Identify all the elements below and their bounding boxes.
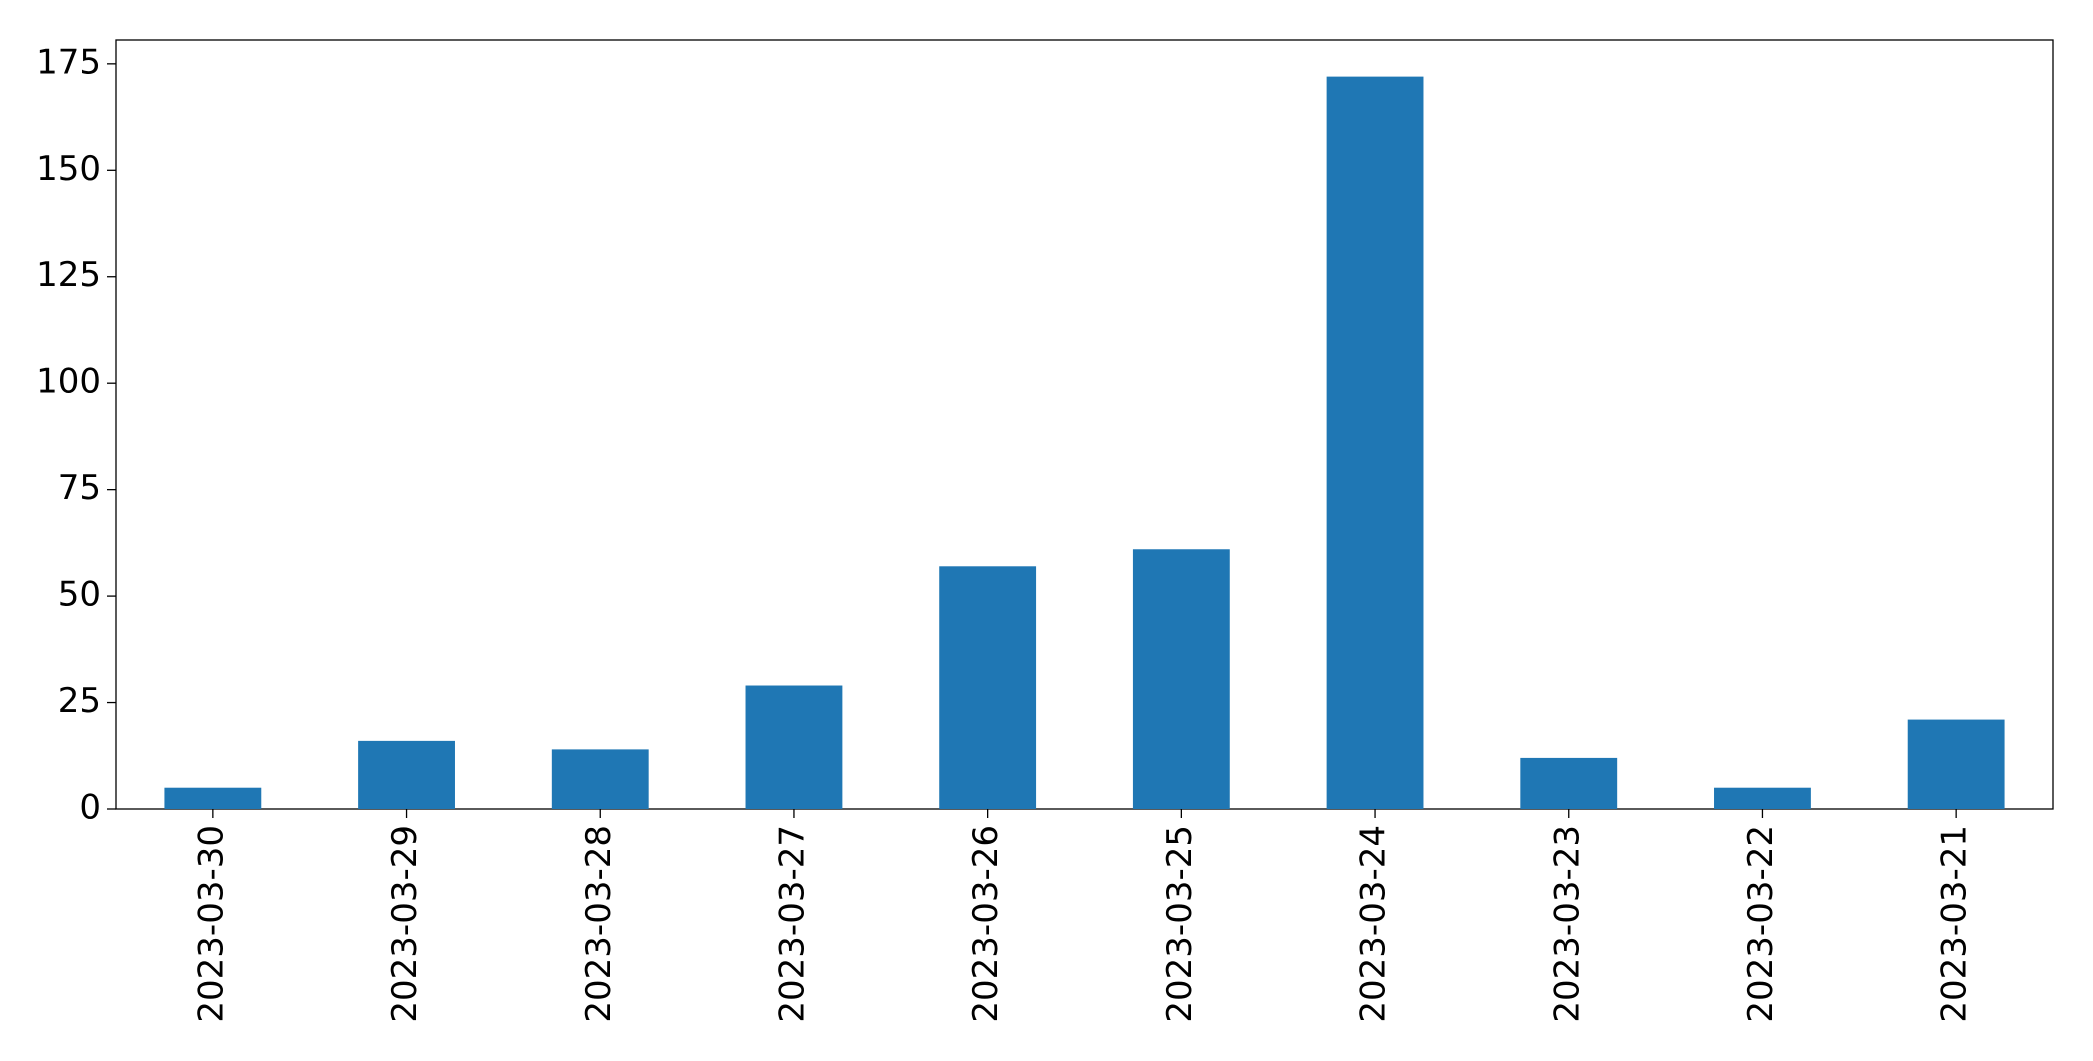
y-tick-label: 75 [58,468,101,508]
x-tick-label: 2023-03-25 [1160,825,1200,1023]
x-tick-label: 2023-03-29 [385,825,425,1023]
bar [1520,757,1618,809]
x-tick-label: 2023-03-22 [1741,825,1781,1023]
bar [1132,549,1230,809]
plot-frame [115,39,2054,810]
bar [1326,76,1424,810]
y-tick-label: 25 [58,681,101,721]
bar [1907,719,2005,809]
x-tick-label: 2023-03-26 [966,825,1006,1023]
y-tick-label: 50 [58,575,101,615]
y-tick-label: 100 [36,362,101,402]
x-tick-label: 2023-03-28 [579,825,619,1023]
bar [358,740,455,809]
y-tick-label: 0 [79,788,101,828]
x-tick-label: 2023-03-24 [1354,825,1394,1023]
x-tick-label: 2023-03-30 [191,825,231,1023]
x-tick-label: 2023-03-23 [1547,825,1587,1023]
bar [551,749,649,809]
bar [164,787,262,809]
x-tick-label: 2023-03-21 [1935,825,1975,1023]
bar [745,685,843,809]
y-tick-label: 150 [36,149,101,189]
y-tick-label: 125 [36,255,101,295]
y-tick-label: 175 [36,42,101,82]
x-tick-label: 2023-03-27 [772,825,812,1023]
bar [939,566,1037,809]
bar [1714,787,1811,809]
